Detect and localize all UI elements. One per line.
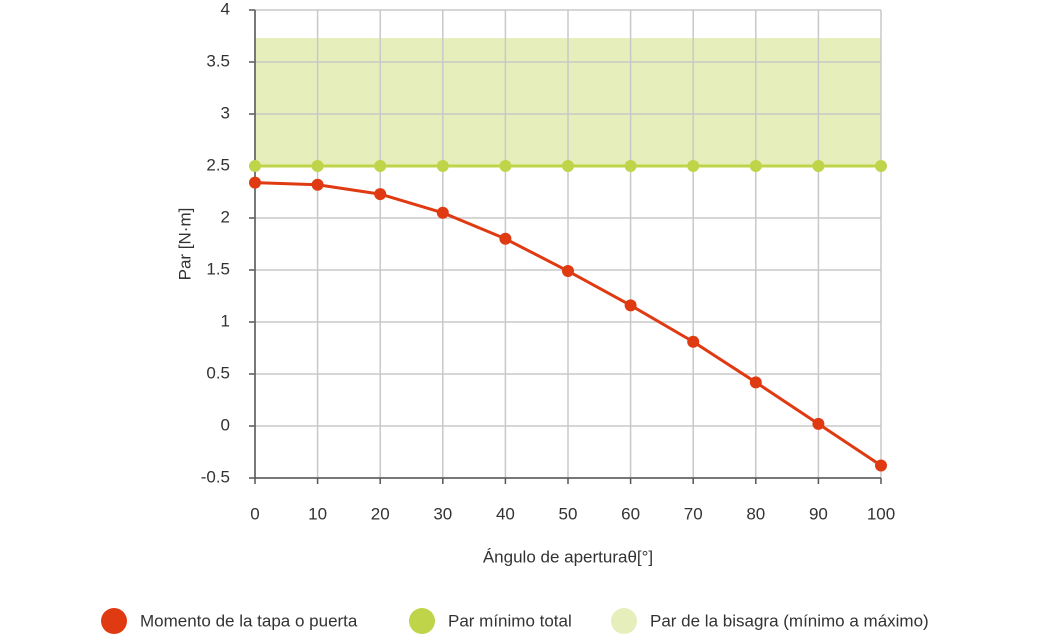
point [562,160,574,172]
x-tick-label: 50 [559,504,578,523]
legend-swatch [611,608,637,634]
point [499,232,512,245]
x-tick-label: 10 [308,504,327,523]
point [812,417,825,430]
point [749,160,762,172]
y-axis-label: Par [N·m] [175,208,194,281]
point [499,160,512,172]
point [875,459,887,472]
point [249,176,261,189]
x-tick-label: 100 [867,504,895,523]
x-tick-label: 20 [371,504,390,523]
legend-swatch [101,608,127,634]
x-axis-label: Ángulo de aperturaθ[°] [483,547,653,566]
y-tick-label: 2 [221,207,230,226]
point [812,160,825,172]
point [249,160,261,172]
legend-label: Par mínimo total [448,611,572,630]
point [687,160,700,172]
x-tick-label: 90 [809,504,828,523]
y-tick-label: 1 [221,311,230,330]
x-tick-label: 80 [746,504,765,523]
y-tick-label: 1.5 [206,259,230,278]
y-tick-label: 3.5 [206,51,230,70]
y-tick-label: 0 [221,415,230,434]
x-tick-label: 30 [433,504,452,523]
point [436,206,449,219]
legend-swatch [409,608,435,634]
point [436,160,449,172]
legend-label: Par de la bisagra (mínimo a máximo) [650,611,929,630]
point [374,188,387,201]
y-tick-label: -0.5 [201,467,230,486]
point [687,335,700,348]
x-tick-label: 40 [496,504,515,523]
x-tick-label: 70 [684,504,703,523]
point [374,160,387,172]
y-tick-label: 3 [221,103,230,122]
x-tick-label: 0 [250,504,259,523]
point [311,160,324,172]
point [749,376,762,389]
x-tick-label: 60 [621,504,640,523]
point [624,160,637,172]
y-tick-label: 0.5 [206,363,230,382]
y-tick-label: 4 [221,0,230,18]
legend-label: Momento de la tapa o puerta [140,611,358,630]
point [875,160,887,172]
y-tick-label: 2.5 [206,155,230,174]
point [562,265,574,278]
point [624,299,637,312]
point [311,178,324,191]
